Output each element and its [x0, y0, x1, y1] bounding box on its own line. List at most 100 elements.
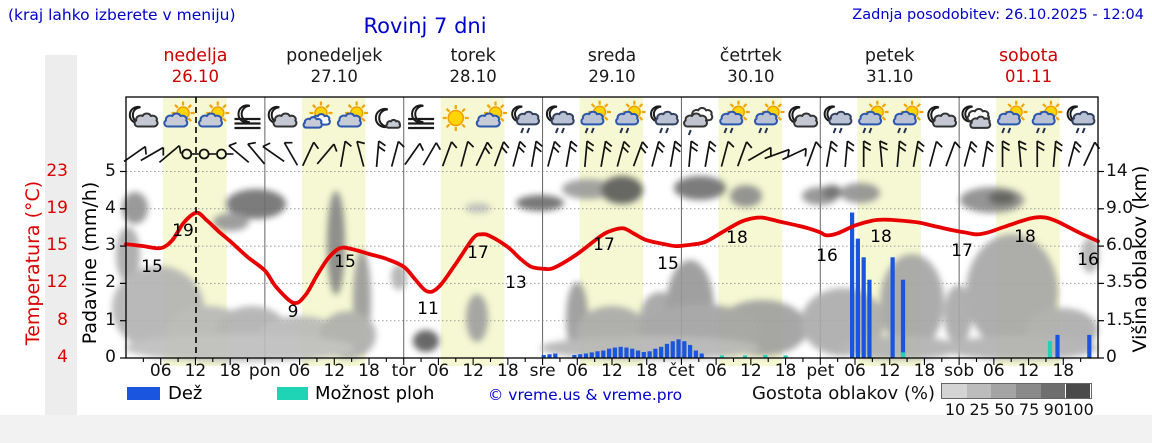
temperature-curve [124, 210, 1100, 306]
temp-value-label: 15 [334, 252, 356, 272]
wind-barb-icon [806, 141, 822, 167]
temp-value-label: 13 [505, 273, 527, 293]
weather-icon-clouds-rain [683, 107, 714, 136]
cloud-density-scale-label: 50 [994, 400, 1015, 419]
day-date-label: 31.10 [866, 67, 914, 86]
cloud-blob [213, 213, 249, 231]
weather-icon-cloud-sun [198, 101, 230, 128]
cloud-blob [327, 191, 345, 295]
wind-barb-icon [460, 140, 475, 167]
rain-bar [699, 353, 704, 358]
precip-tick-label: 3 [105, 235, 116, 256]
weather-icon-moon-cloud-rain [545, 105, 575, 134]
temp-tick-label: 8 [57, 309, 68, 330]
cloud-blob [944, 285, 972, 345]
wind-barb-icon [441, 141, 458, 167]
temperature-line [124, 210, 1100, 306]
wind-barb-icon [879, 140, 889, 168]
wind-barb-icon [688, 140, 699, 168]
hour-tick-label: 12 [184, 361, 207, 381]
precip-tick-label: 4 [105, 197, 116, 218]
cloud-tick-label: 3.5 [1106, 272, 1134, 293]
wind-barb-icon [512, 140, 527, 167]
cloud-density-legend-label: Gostota oblakov (%) [751, 383, 935, 404]
temp-value-label: 17 [593, 235, 615, 255]
hour-tick-label: 06 [983, 361, 1005, 381]
hour-tick-label: 12 [878, 361, 901, 381]
cloud-blob [942, 336, 1098, 360]
wind-barb-icon [1001, 140, 1010, 167]
hour-tick-label: 12 [462, 361, 484, 381]
wind-barb-icon [928, 140, 943, 167]
day-date-label: 26.10 [171, 67, 220, 86]
cloud-tick-label: 9.0 [1106, 197, 1134, 218]
temp-value-label: 15 [141, 257, 163, 277]
cloud-blob [122, 192, 148, 224]
cloud-density-scale-border [941, 383, 1092, 399]
cloud-blob [466, 294, 488, 342]
copyright-link[interactable]: © vreme.us & vreme.pro [487, 386, 683, 404]
wind-barb-icon [475, 141, 493, 167]
rain-bar [688, 344, 693, 358]
precip-tick-label: 1 [105, 309, 116, 330]
weather-icon-moon-fog [408, 104, 435, 130]
wind-barb-icon [862, 140, 872, 167]
day-date-label: 30.10 [727, 67, 775, 86]
wind-barb-icon [1083, 141, 1101, 167]
hour-tick-label: 18 [219, 361, 241, 381]
hour-tick-label: 06 [705, 361, 727, 381]
wind-barb-icon [632, 141, 649, 167]
wind-barb-icon [228, 142, 250, 164]
wind-barb-icon [283, 141, 299, 166]
hour-tick-label: 18 [774, 361, 797, 381]
temp-value-label: 15 [657, 254, 679, 274]
day-date-label: 28.10 [449, 67, 497, 86]
weather-icon-cloud-sun [475, 101, 507, 128]
rain-bar [583, 353, 589, 358]
hour-tick-label: 12 [740, 361, 762, 381]
wind-barb-icon [720, 140, 735, 167]
rain-legend-label: Dež [168, 383, 203, 404]
wind-barb-icon [651, 140, 666, 167]
weather-icon-sun-cloud-rain [719, 100, 750, 134]
day-abbrev-label: pet [806, 361, 835, 381]
wind-barb-icon [316, 143, 338, 165]
weather-icon-sun [442, 105, 469, 131]
rain-bar [601, 350, 606, 358]
wind-barb-icon [247, 141, 266, 165]
wind-barb-icon [565, 140, 578, 167]
hour-tick-label: 06 [288, 361, 311, 381]
precipitation-bars [541, 212, 1092, 358]
rain-bar [659, 346, 664, 358]
temp-value-label: 11 [417, 299, 439, 319]
weather-icon-moon [374, 107, 402, 129]
rain-bar [547, 354, 552, 358]
hour-tick-label: 12 [323, 361, 346, 381]
wind-barb-icon [123, 145, 147, 163]
wind-barb-icon [547, 140, 561, 167]
bottom-margin-strip [0, 415, 1152, 443]
cloud-blob [540, 336, 760, 360]
wind-barb-icon [825, 140, 838, 167]
rain-bar [653, 348, 658, 358]
cloud-density-scale-cell [966, 384, 992, 398]
cloud-tick-label: 6.0 [1106, 235, 1134, 256]
cloud-density-scale-label: 100 [1063, 400, 1094, 419]
rain-bar [861, 257, 866, 358]
weather-icon-sun-cloud-rain [580, 100, 611, 134]
temp-value-label: 19 [172, 221, 194, 241]
cloud-shading [112, 176, 1099, 362]
temp-tick-label: 4 [57, 347, 68, 367]
cloud-density-scale-label: 90 [1043, 400, 1064, 419]
weather-icon-moon-cloud-rain [1066, 105, 1096, 134]
showers-bar [1047, 340, 1053, 358]
wind-barb-icon [747, 146, 772, 162]
chart-frame [120, 96, 1104, 365]
cloud-blob [465, 203, 491, 213]
cloud-blob [880, 254, 944, 350]
hour-tick-label: 18 [1052, 361, 1075, 381]
showers-bar [783, 355, 788, 358]
showers-legend-swatch [277, 387, 308, 400]
wind-barb-icon [583, 140, 595, 168]
rain-legend-bg [162, 381, 266, 404]
